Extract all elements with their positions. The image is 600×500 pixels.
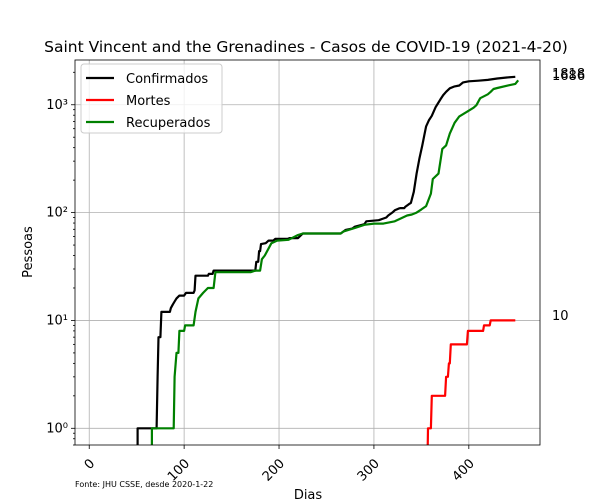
legend-label-recuperados: Recuperados <box>126 116 211 131</box>
series-line-mortes <box>426 319 516 445</box>
y-tick-label: 10¹ <box>46 313 68 328</box>
x-tick-label: 0 <box>82 456 98 472</box>
end-label-recuperados: 1686 <box>552 69 585 84</box>
series-layer <box>136 75 520 445</box>
chart-title: Saint Vincent and the Grenadines - Casos… <box>44 38 568 56</box>
x-axis-label: Dias <box>294 488 323 500</box>
series-line-confirmados <box>136 75 516 445</box>
legend-label-mortes: Mortes <box>126 94 171 109</box>
end-label-mortes: 10 <box>552 309 569 324</box>
y-tick-label: 10⁰ <box>46 421 68 436</box>
legend-label-confirmados: Confirmados <box>126 72 208 87</box>
legend: Confirmados Mortes Recuperados <box>80 63 223 134</box>
source-note: Fonte: JHU CSSE, desde 2020-1-22 <box>75 480 213 489</box>
end-labels: 1818 10 1686 <box>552 67 585 324</box>
y-axis-label: Pessoas <box>21 226 36 278</box>
plot-area-frame <box>74 59 541 446</box>
x-tick-label: 400 <box>450 456 478 484</box>
end-label-confirmados: 1818 <box>552 67 585 82</box>
y-tick-label: 10² <box>46 206 68 221</box>
legend-box <box>80 63 223 134</box>
series-line-recuperados <box>150 79 520 445</box>
x-tick-label: 300 <box>355 456 383 484</box>
y-tick-label: 10³ <box>46 98 68 113</box>
x-tick-label: 200 <box>260 456 288 484</box>
